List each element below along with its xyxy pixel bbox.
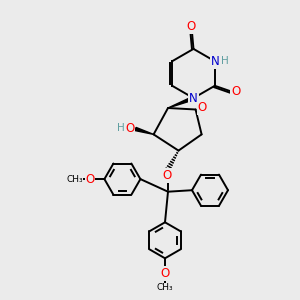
Text: CH₃: CH₃ bbox=[157, 283, 173, 292]
Text: O: O bbox=[160, 267, 169, 280]
Text: O: O bbox=[231, 85, 240, 98]
Text: N: N bbox=[210, 55, 219, 68]
Text: O: O bbox=[186, 20, 195, 34]
Text: O: O bbox=[162, 169, 171, 182]
Text: O: O bbox=[198, 101, 207, 114]
Text: N: N bbox=[189, 92, 198, 105]
Text: O: O bbox=[125, 122, 134, 135]
Text: CH₃: CH₃ bbox=[66, 175, 83, 184]
Text: O: O bbox=[85, 172, 94, 186]
Text: H: H bbox=[117, 123, 124, 133]
Polygon shape bbox=[135, 128, 154, 134]
Text: H: H bbox=[220, 56, 228, 66]
Polygon shape bbox=[168, 96, 194, 108]
